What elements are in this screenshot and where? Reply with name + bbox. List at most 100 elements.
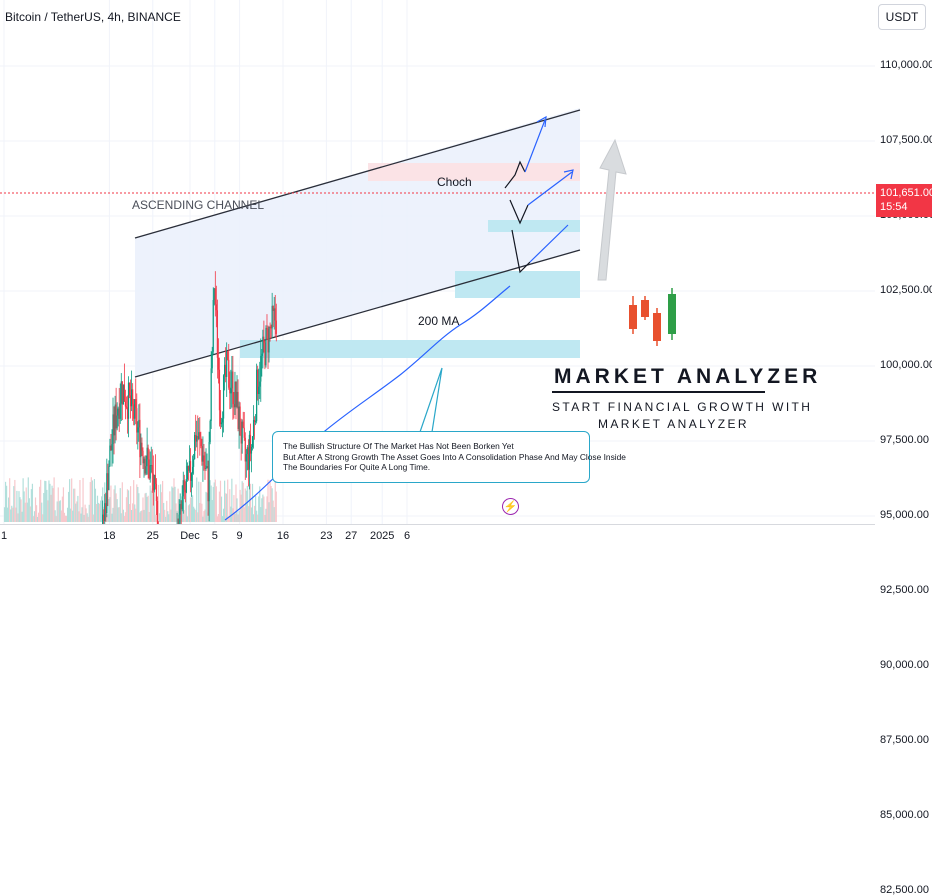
volume-bar [109, 497, 111, 522]
candle-body [128, 382, 131, 396]
candle-body [178, 514, 180, 549]
candle-body [147, 447, 149, 460]
candle-body [132, 389, 134, 405]
volume-bar [25, 487, 27, 522]
projection-arrow-3 [529, 224, 569, 263]
current-price-value: 101,651.00 [880, 187, 932, 199]
volume-bar [221, 516, 224, 522]
resistance-zone [368, 163, 580, 181]
volume-bar [269, 479, 271, 522]
volume-bar [267, 479, 269, 522]
candle-body [218, 369, 221, 411]
analysis-note-box[interactable]: The Bullish Structure Of The Market Has … [272, 431, 626, 483]
candle-body [105, 503, 107, 514]
volume-bar [139, 512, 141, 522]
volume-bar [19, 497, 21, 522]
lightning-icon[interactable]: ⚡ [502, 498, 519, 515]
candle-body [271, 305, 273, 329]
volume-bar [81, 507, 83, 522]
volume-bar [257, 514, 259, 522]
volume-bar [143, 509, 145, 522]
volume-bar [12, 507, 14, 522]
volume-bar [83, 514, 85, 522]
volume-bar [239, 489, 241, 522]
volume-bar [75, 503, 77, 522]
volume-bar [137, 486, 139, 522]
volume-bar [63, 512, 66, 522]
candle-body [144, 458, 146, 474]
volume-bar [28, 498, 30, 522]
channel-upper-line[interactable] [134, 109, 581, 239]
candle-body [215, 304, 217, 311]
volume-bar [263, 496, 265, 522]
volume-bar [204, 509, 206, 522]
brand-title: MARKET ANALYZER [554, 365, 822, 388]
volume-bar [73, 488, 75, 522]
candle-body [251, 436, 254, 447]
volume-bar [245, 490, 247, 522]
volume-bar [60, 510, 62, 522]
channel-lower-line[interactable] [134, 249, 581, 378]
volume-bar [16, 490, 18, 522]
volume-bar [67, 491, 70, 522]
price-tick-label: 95,000.00 [880, 509, 929, 521]
volume-bar [213, 482, 215, 522]
candle-body [196, 436, 198, 442]
candle-body [216, 310, 218, 358]
volume-bar [141, 510, 143, 522]
candle-body [246, 447, 248, 455]
candle-body [133, 404, 135, 419]
volume-bar [140, 511, 142, 522]
volume-bar [228, 516, 230, 522]
candle-body [268, 326, 270, 353]
volume-bar [193, 506, 195, 522]
volume-bar [197, 512, 199, 522]
volume-bar [215, 486, 217, 522]
volume-bar [191, 495, 194, 522]
volume-bar [175, 503, 177, 522]
candle-body [140, 442, 142, 458]
volume-bar [171, 486, 173, 522]
volume-bar [256, 510, 258, 522]
volume-bar [65, 515, 68, 522]
volume-bar [151, 488, 153, 522]
note-line-2: But After A Strong Growth The Asset Goes… [283, 451, 626, 462]
volume-bar [118, 507, 120, 522]
volume-bar [47, 500, 49, 522]
callout-pointer [419, 367, 443, 433]
candle-body [187, 466, 190, 471]
volume-bar [158, 513, 161, 522]
candle-body [258, 386, 260, 395]
volume-bar [174, 486, 176, 522]
price-tick-label: 97,500.00 [880, 434, 929, 446]
candle-body [212, 300, 214, 352]
volume-bar [57, 487, 59, 522]
volume-bar [183, 510, 185, 522]
candle-body [120, 381, 122, 404]
candle-body [106, 473, 108, 514]
volume-bar [244, 488, 246, 522]
volume-bar [4, 481, 7, 522]
candle-body [257, 369, 259, 395]
projection-arrow-2 [527, 171, 573, 206]
time-scale[interactable] [0, 524, 875, 551]
candle-body [154, 474, 156, 484]
candle-body [247, 447, 249, 470]
volume-bar [111, 513, 113, 522]
volume-bar [34, 497, 37, 522]
volume-bar [220, 496, 223, 522]
volume-bar [92, 514, 94, 522]
candle-body [155, 483, 158, 501]
currency-button[interactable]: USDT [878, 4, 926, 30]
volume-bar [107, 514, 109, 522]
candle-body [237, 391, 239, 429]
candle-body [207, 466, 209, 502]
volume-bar [23, 491, 25, 522]
candle-body [230, 388, 232, 394]
price-scale[interactable] [875, 0, 932, 550]
volume-bar [265, 508, 267, 522]
volume-bar [114, 485, 116, 522]
symbol-title[interactable]: Bitcoin / TetherUS, 4h, BINANCE [5, 10, 181, 24]
candle-body [145, 466, 147, 474]
volume-bar [72, 510, 74, 522]
